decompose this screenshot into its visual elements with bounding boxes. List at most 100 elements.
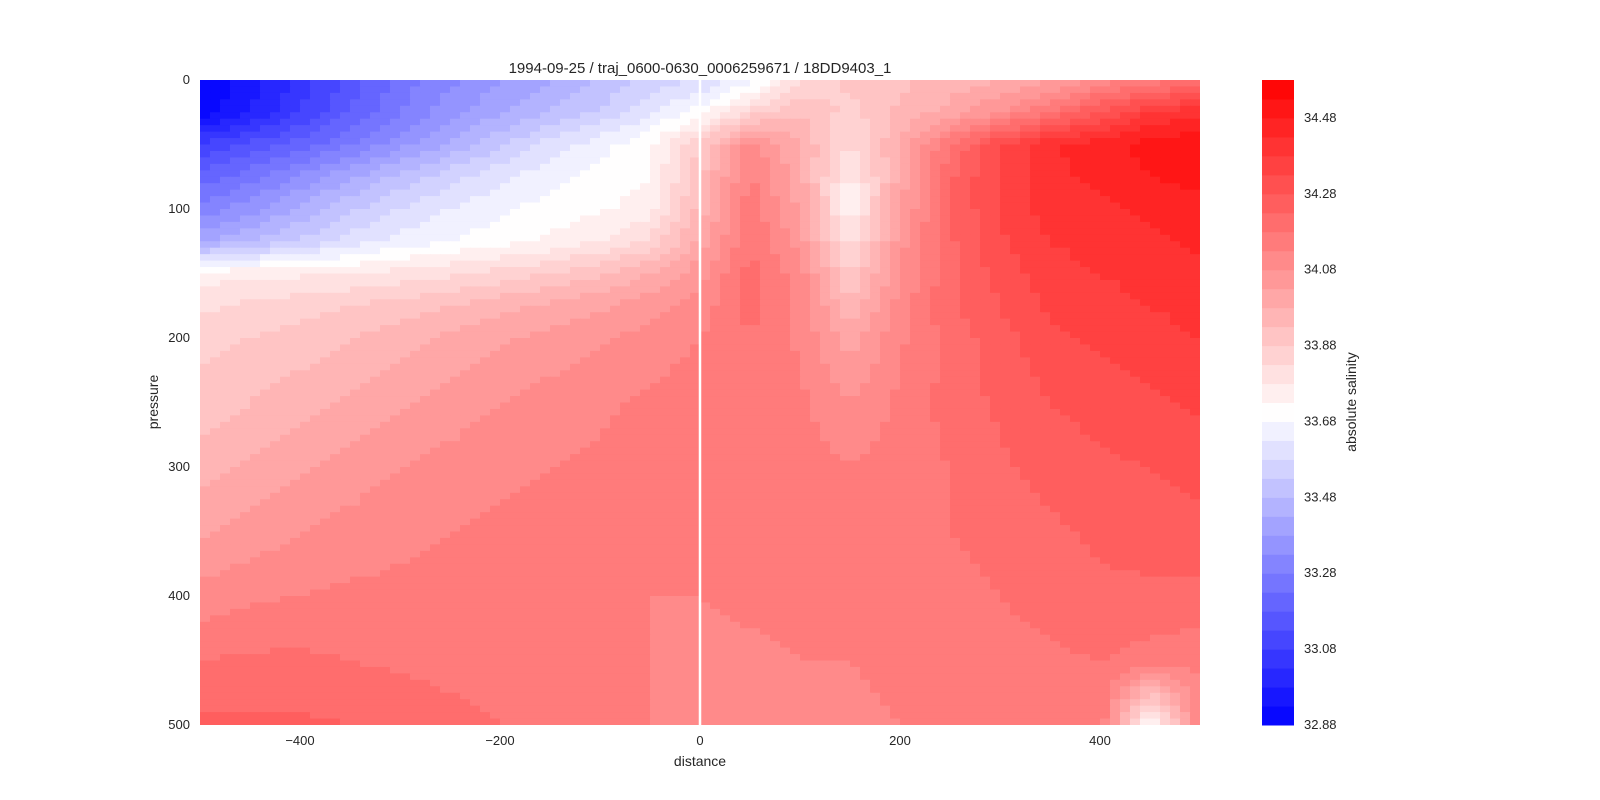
heatmap-cell (760, 157, 771, 165)
heatmap-cell (770, 363, 781, 371)
heatmap-cell (530, 170, 541, 178)
heatmap-cell (470, 260, 481, 268)
heatmap-cell (210, 105, 221, 113)
heatmap-cell (1100, 312, 1111, 320)
heatmap-cell (800, 176, 811, 184)
heatmap-cell (740, 344, 751, 352)
heatmap-cell (780, 80, 791, 88)
heatmap-cell (750, 338, 761, 346)
heatmap-cell (560, 241, 571, 249)
heatmap-cell (1170, 150, 1181, 158)
heatmap-cell (490, 363, 501, 371)
heatmap-cell (770, 370, 781, 378)
heatmap-cell (280, 234, 291, 242)
heatmap-cell (1120, 131, 1131, 139)
heatmap-cell (1150, 357, 1161, 365)
heatmap-cell (490, 247, 501, 255)
heatmap-cell (950, 299, 961, 307)
heatmap-cell (460, 131, 471, 139)
heatmap-cell (480, 331, 491, 339)
heatmap-cell (1190, 92, 1200, 100)
heatmap-cell (1110, 389, 1121, 397)
heatmap-cell (960, 221, 971, 229)
heatmap-cell (1060, 260, 1071, 268)
heatmap-cell (360, 163, 371, 171)
heatmap-cell (1040, 389, 1051, 397)
heatmap-cell (340, 247, 351, 255)
heatmap-cell (450, 80, 461, 88)
heatmap-cell (1100, 112, 1111, 120)
heatmap-cell (580, 396, 591, 404)
heatmap-cell (480, 318, 491, 326)
heatmap-cell (390, 150, 401, 158)
heatmap-cell (610, 357, 621, 365)
heatmap-cell (520, 138, 531, 146)
heatmap-cell (960, 144, 971, 152)
heatmap-cell (360, 99, 371, 107)
heatmap-cell (660, 241, 671, 249)
heatmap-cell (800, 221, 811, 229)
heatmap-cell (330, 383, 341, 391)
heatmap-cell (610, 80, 621, 88)
heatmap-cell (380, 344, 391, 352)
heatmap-cell (200, 234, 211, 242)
heatmap-cell (470, 99, 481, 107)
heatmap-cell (620, 170, 631, 178)
heatmap-cell (600, 389, 611, 397)
heatmap-cell (330, 254, 341, 262)
heatmap-cell (730, 241, 741, 249)
heatmap-cell (660, 144, 671, 152)
heatmap-cell (340, 383, 351, 391)
heatmap-cell (210, 318, 221, 326)
heatmap-cell (610, 247, 621, 255)
heatmap-cell (1160, 254, 1171, 262)
heatmap-cell (1140, 99, 1151, 107)
heatmap-cell (620, 350, 631, 358)
heatmap-cell (500, 241, 511, 249)
heatmap-cell (1050, 157, 1061, 165)
heatmap-cell (400, 286, 411, 294)
heatmap-cell (1180, 183, 1191, 191)
heatmap-cell (880, 163, 891, 171)
heatmap-cell (1000, 125, 1011, 133)
heatmap-cell (590, 273, 601, 281)
heatmap-cell (1190, 157, 1200, 165)
heatmap-cell (1160, 376, 1171, 384)
heatmap-cell (210, 299, 221, 307)
heatmap-cell (650, 221, 661, 229)
heatmap-cell (660, 163, 671, 171)
heatmap-cell (560, 338, 571, 346)
heatmap-cell (700, 325, 711, 333)
heatmap-cell (1020, 370, 1031, 378)
heatmap-cell (860, 196, 871, 204)
heatmap-cell (600, 183, 611, 191)
heatmap-cell (990, 279, 1001, 287)
heatmap-cell (1130, 344, 1141, 352)
heatmap-cell (690, 292, 701, 300)
heatmap-cell (1030, 221, 1041, 229)
heatmap-cell (710, 376, 721, 384)
heatmap-cell (260, 150, 271, 158)
heatmap-cell (570, 396, 581, 404)
heatmap-cell (720, 105, 731, 113)
heatmap-cell (280, 183, 291, 191)
heatmap-cell (560, 383, 571, 391)
heatmap-cell (420, 370, 431, 378)
heatmap-cell (350, 318, 361, 326)
heatmap-cell (760, 363, 771, 371)
heatmap-cell (1070, 396, 1081, 404)
heatmap-cell (200, 215, 211, 223)
heatmap-cell (500, 105, 511, 113)
heatmap-cell (440, 318, 451, 326)
heatmap-cell (370, 279, 381, 287)
heatmap-cell (310, 383, 321, 391)
heatmap-cell (290, 299, 301, 307)
heatmap-cell (1000, 215, 1011, 223)
heatmap-cell (360, 350, 371, 358)
heatmap-cell (980, 247, 991, 255)
heatmap-cell (440, 286, 451, 294)
heatmap-cell (800, 86, 811, 94)
heatmap-cell (1180, 221, 1191, 229)
heatmap-cell (420, 254, 431, 262)
heatmap-cell (950, 138, 961, 146)
